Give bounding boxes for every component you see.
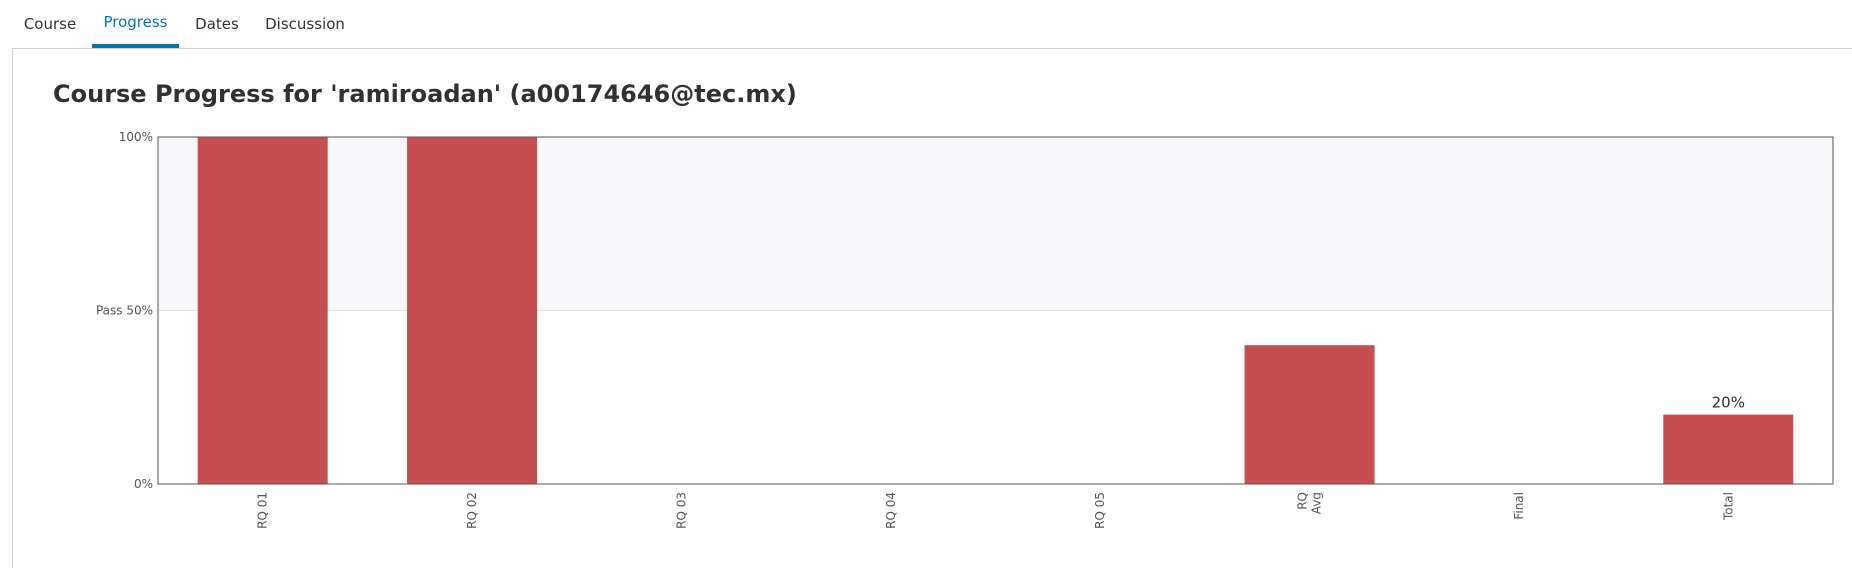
x-tick-label-4-0: RQ 05 bbox=[1093, 492, 1107, 529]
bar-7 bbox=[1663, 414, 1794, 484]
y-tick-label-2: 100% bbox=[119, 130, 153, 144]
tab-course[interactable]: Course bbox=[23, 15, 77, 33]
progress-panel bbox=[12, 48, 1852, 568]
x-label-group-7: Total bbox=[1721, 492, 1735, 521]
page-title: Course Progress for 'ramiroadan' (a00174… bbox=[53, 80, 797, 108]
data-label-7: 20% bbox=[1712, 394, 1745, 412]
bar-0 bbox=[197, 137, 328, 484]
x-label-group-0: RQ 01 bbox=[256, 492, 270, 529]
plot-frame bbox=[157, 136, 1834, 485]
x-tick-label-5-0: RQ bbox=[1296, 492, 1310, 510]
x-label-group-2: RQ 03 bbox=[674, 492, 688, 529]
y-tick-label-1: Pass 50% bbox=[96, 304, 153, 318]
tab-progress[interactable]: Progress bbox=[92, 0, 179, 48]
x-tick-label-5-1: Avg bbox=[1310, 492, 1324, 514]
bar-1 bbox=[407, 137, 538, 484]
x-label-group-4: RQ 05 bbox=[1093, 492, 1107, 529]
x-tick-label-3-0: RQ 04 bbox=[884, 492, 898, 529]
bar-5 bbox=[1244, 345, 1375, 484]
x-label-group-5: RQ Avg bbox=[1296, 492, 1324, 514]
x-label-group-6: Final bbox=[1512, 492, 1526, 520]
tab-discussion[interactable]: Discussion bbox=[265, 15, 345, 33]
x-label-group-3: RQ 04 bbox=[884, 492, 898, 529]
x-tick-label-6-0: Final bbox=[1512, 492, 1526, 520]
y-tick-label-0: 0% bbox=[134, 477, 153, 491]
progress-chart: 0% Pass 50% 100% RQ 01 RQ 02 RQ 03 RQ 04 RQ 05 R… bbox=[96, 130, 1834, 529]
x-tick-label-7-0: Total bbox=[1721, 492, 1735, 521]
x-tick-label-2-0: RQ 03 bbox=[674, 492, 688, 529]
course-tabs: Course Progress Dates Discussion bbox=[0, 0, 1852, 48]
x-tick-label-0-0: RQ 01 bbox=[256, 492, 270, 529]
tab-dates[interactable]: Dates bbox=[195, 15, 239, 33]
x-tick-label-1-0: RQ 02 bbox=[465, 492, 479, 529]
x-label-group-1: RQ 02 bbox=[465, 492, 479, 529]
